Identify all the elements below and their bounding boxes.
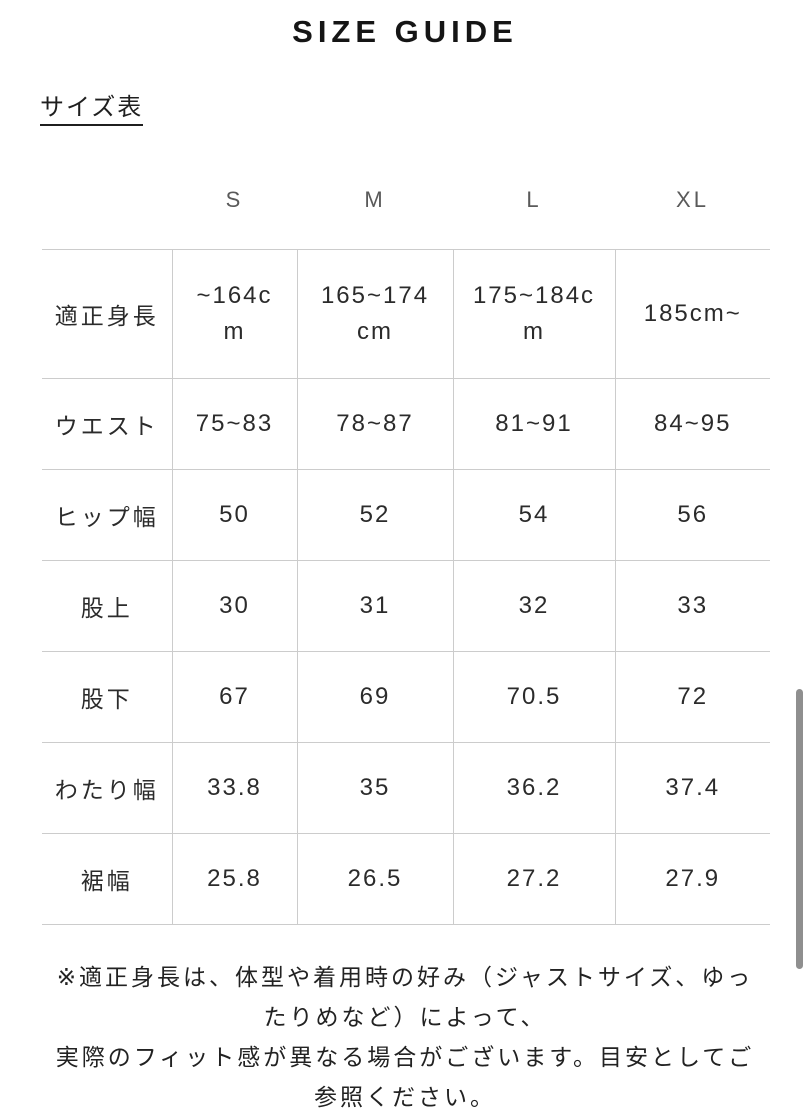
size-value: 67 — [171, 651, 297, 743]
row-label: ヒップ幅 — [42, 469, 172, 561]
size-value: 165~174 cm — [296, 249, 453, 379]
size-value: 52 — [296, 469, 453, 561]
table-row-waist: ウエスト 75~83 78~87 81~91 84~95 — [42, 378, 770, 470]
size-value: 30 — [171, 560, 297, 652]
size-value: ~164c m — [171, 249, 297, 379]
size-value: 78~87 — [296, 378, 453, 470]
size-value: 75~83 — [171, 378, 297, 470]
size-note-line: たりめなど）によって、 — [263, 1004, 547, 1030]
size-value: 35 — [296, 742, 453, 834]
table-row-inseam: 股下 67 69 70.5 72 — [42, 651, 770, 743]
size-note: ※適正身長は、体型や着用時の好み（ジャストサイズ、ゆっ たりめなど）によって、 … — [0, 957, 810, 1117]
size-value: 31 — [296, 560, 453, 652]
size-value: 37.4 — [614, 742, 770, 834]
table-row-height: 適正身長 ~164c m 165~174 cm 175~184c m 185cm… — [42, 249, 770, 379]
size-value: 27.2 — [452, 833, 615, 925]
scrollbar-thumb[interactable] — [796, 689, 803, 969]
size-value: 33 — [614, 560, 770, 652]
size-value: 81~91 — [452, 378, 615, 470]
size-value: 70.5 — [452, 651, 615, 743]
table-row-hem: 裾幅 25.8 26.5 27.2 27.9 — [42, 833, 770, 925]
size-guide-table: S M L XL 適正身長 ~164c m 165~174 cm 175~184… — [42, 126, 770, 925]
size-value: 54 — [452, 469, 615, 561]
size-note-line: 参照ください。 — [314, 1084, 496, 1110]
size-value: 84~95 — [614, 378, 770, 470]
size-value: 36.2 — [452, 742, 615, 834]
section-heading-wrap: サイズ表 — [40, 94, 810, 126]
table-corner-cell — [42, 126, 172, 250]
size-value: 175~184c m — [452, 249, 615, 379]
size-value: 33.8 — [171, 742, 297, 834]
section-heading: サイズ表 — [40, 94, 144, 126]
row-label: 適正身長 — [42, 249, 172, 379]
row-label: 裾幅 — [42, 833, 172, 925]
size-value: 26.5 — [296, 833, 453, 925]
size-value: 56 — [614, 469, 770, 561]
size-value: 50 — [171, 469, 297, 561]
column-header-m: M — [364, 187, 386, 212]
table-row-thigh: わたり幅 33.8 35 36.2 37.4 — [42, 742, 770, 834]
table-header-row: S M L XL — [42, 126, 770, 250]
size-note-line: ※適正身長は、体型や着用時の好み（ジャストサイズ、ゆっ — [56, 964, 754, 990]
column-header-l: L — [526, 187, 542, 212]
row-label: 股下 — [42, 651, 172, 743]
row-label: ウエスト — [42, 378, 172, 470]
column-header-xl: XL — [676, 187, 709, 212]
size-value: 25.8 — [171, 833, 297, 925]
size-note-line: 実際のフィット感が異なる場合がございます。目安としてご — [55, 1044, 755, 1070]
table-row-rise: 股上 30 31 32 33 — [42, 560, 770, 652]
row-label: わたり幅 — [42, 742, 172, 834]
page-title: SIZE GUIDE — [292, 14, 518, 49]
column-header-s: S — [225, 187, 244, 212]
size-value: 185cm~ — [614, 249, 770, 379]
size-value: 72 — [614, 651, 770, 743]
size-value: 69 — [296, 651, 453, 743]
size-value: 32 — [452, 560, 615, 652]
row-label: 股上 — [42, 560, 172, 652]
table-row-hip: ヒップ幅 50 52 54 56 — [42, 469, 770, 561]
size-value: 27.9 — [614, 833, 770, 925]
